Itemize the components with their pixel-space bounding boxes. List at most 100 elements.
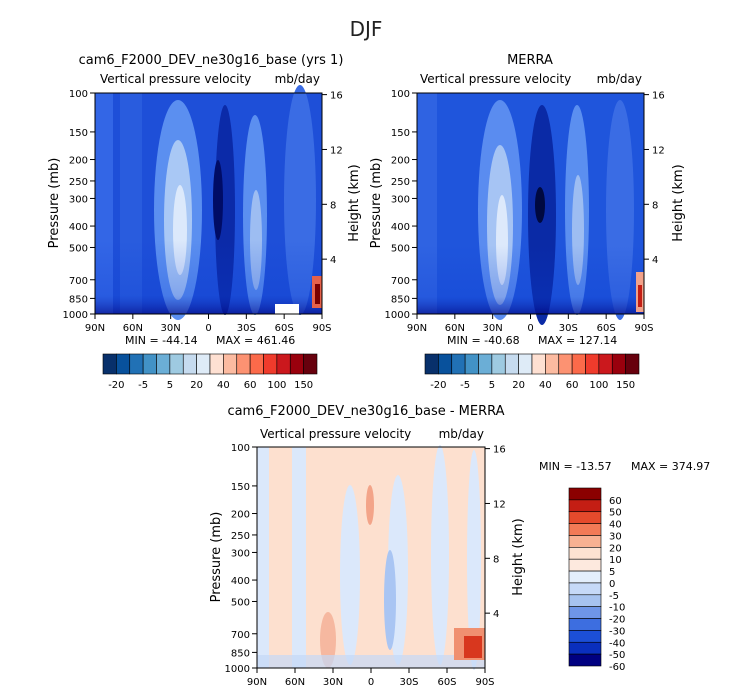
model-max-text: MAX = 461.46 [216,334,295,347]
colorbar-swatch [568,547,602,560]
obs-field-patch [417,245,644,314]
colorbar-label: 40 [609,520,622,531]
diff-max-text: MAX = 374.97 [631,460,710,473]
xtick-label: 90S [634,323,653,334]
colorbar-label: 20 [512,380,525,391]
colorbar-swatch [568,487,602,501]
colorbar-swatch [568,558,602,572]
colorbar-swatch [568,523,602,536]
xtick-label: 60S [275,323,294,334]
diff-field-patch [340,485,360,665]
colorbar-label: 40 [539,380,552,391]
diff-axes: 100 150 200 250 300 400 500 700 850 1000 16 12 8 4 90N… [225,443,506,688]
y2tick-label: 16 [652,91,665,102]
ytick-label: 500 [231,597,250,608]
colorbar-label: -20 [430,380,446,391]
xtick-label: 90N [247,677,267,688]
colorbar-swatch [464,353,479,375]
ytick-label: 1000 [225,664,250,675]
colorbar-label: -50 [609,650,625,661]
y2tick-label: 16 [493,445,506,456]
colorbar-swatch [568,594,602,607]
ytick-label: 500 [69,243,88,254]
obs-subtitle-left: Vertical pressure velocity [420,72,571,86]
colorbar-swatch [518,353,533,375]
ytick-label: 1000 [385,310,410,321]
obs-max-text: MAX = 127.14 [538,334,617,347]
y2tick-label: 8 [652,200,658,211]
panel-obs: MERRA Vertical pressure velocity mb/day … [369,53,686,391]
colorbar-swatch [558,353,573,375]
colorbar-label: 150 [294,380,313,391]
y2tick-label: 12 [330,145,343,156]
xtick-label: 30N [323,677,343,688]
model-y2label: Height (km) [347,164,362,241]
ytick-label: 400 [69,222,88,233]
colorbar-swatch [531,353,546,375]
ytick-label: 700 [69,276,88,287]
diff-field-patch [292,447,306,668]
colorbar-swatch [129,353,144,375]
page-title: DJF [350,17,383,41]
ytick-label: 400 [391,222,410,233]
colorbar-label: 60 [244,380,257,391]
ytick-label: 300 [231,548,250,559]
xtick-label: 90N [407,323,427,334]
diff-y2label: Height (km) [511,518,526,595]
y2tick-label: 16 [330,91,343,102]
colorbar-label: 50 [609,508,622,519]
xtick-label: 30S [399,677,418,688]
ytick-label: 100 [231,443,250,454]
colorbar-label: -60 [609,662,625,673]
obs-colorbar: -20 -5 5 20 40 60 100 150 [424,353,640,391]
colorbar-swatch [424,353,439,375]
ytick-label: 850 [69,294,88,305]
ytick-label: 200 [69,156,88,167]
ytick-label: 300 [391,194,410,205]
colorbar-swatch [196,353,211,375]
ytick-label: 1000 [63,310,88,321]
colorbar-swatch [568,630,602,643]
xtick-label: 30S [237,323,256,334]
xtick-label: 0 [205,323,211,334]
colorbar-swatch [568,499,602,513]
obs-min-text: MIN = -40.68 [447,334,520,347]
colorbar-swatch [116,353,131,375]
colorbar-label: -5 [609,591,619,602]
model-title: cam6_F2000_DEV_ne30g16_base (yrs 1) [79,53,344,68]
obs-field-patch [535,187,545,223]
ytick-label: 250 [69,177,88,188]
colorbar-label: -30 [609,626,625,637]
model-ylabel: Pressure (mb) [47,158,62,249]
xtick-label: 30N [483,323,503,334]
obs-title: MERRA [507,53,553,68]
colorbar-swatch [438,353,453,375]
colorbar-label: 40 [217,380,230,391]
colorbar-label: -20 [609,615,625,626]
xtick-label: 90N [85,323,105,334]
colorbar-label: 100 [589,380,608,391]
diff-field-patch [257,655,485,668]
y2tick-label: 4 [652,255,658,266]
colorbar-swatch [289,353,304,375]
ytick-label: 150 [391,128,410,139]
ytick-label: 250 [391,177,410,188]
xtick-label: 60S [437,677,456,688]
diff-field-patch [464,636,482,658]
colorbar-swatch [598,353,613,375]
diff-subtitle-right: mb/day [439,427,484,441]
colorbar-label: -20 [108,380,124,391]
xtick-label: 60N [445,323,465,334]
colorbar-swatch [276,353,291,375]
obs-axes: 100 150 200 250 300 400 500 700 850 1000 16 12 8 4 90N… [385,89,665,334]
colorbar-swatch [568,641,602,655]
colorbar-swatch [568,582,602,596]
colorbar-label: 5 [609,567,615,578]
xtick-label: 60N [123,323,143,334]
model-colorbar: -20 -5 5 20 40 60 100 150 [102,353,318,391]
ytick-label: 700 [231,630,250,641]
y2tick-label: 4 [493,609,499,620]
obs-plot-area [416,92,645,325]
ytick-label: 100 [391,89,410,100]
colorbar-label: 60 [566,380,579,391]
